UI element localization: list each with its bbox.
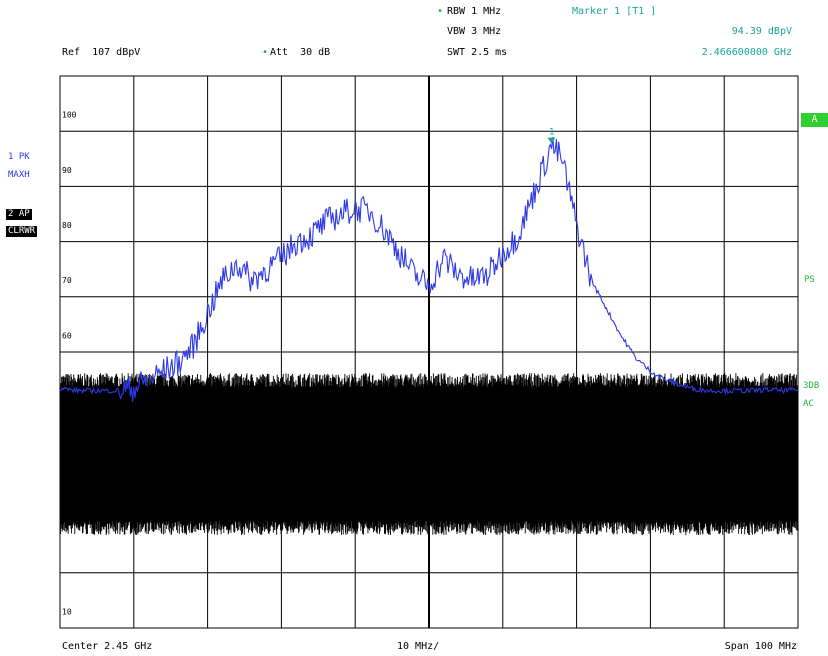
trace2-band (60, 373, 798, 536)
grid (59, 75, 799, 629)
vbw-label: VBW 3 MHz (447, 26, 502, 37)
y-tick-label: 10 (62, 607, 72, 616)
rbw-label: RBW 1 MHz (447, 6, 502, 17)
rbw-coupled-mark: • (437, 6, 444, 17)
sweep-time-label: SWT 2.5 ms (447, 47, 508, 58)
span-label: Span 100 MHz (724, 641, 797, 652)
three-db-label: 3DB (803, 381, 820, 391)
division-label: 10 MHz/ (397, 641, 440, 652)
center-frequency-label: Center 2.45 GHz (62, 641, 153, 652)
y-tick-label: 80 (62, 221, 72, 230)
trace2-detector-label: 2 AP (6, 209, 32, 220)
y-tick-label: 60 (62, 331, 72, 340)
ac-coupling-label: AC (803, 399, 814, 409)
marker-title: Marker 1 [T1 ] (572, 6, 657, 17)
trace2-noise (60, 373, 798, 536)
marker-1: 1 (547, 128, 556, 144)
y-tick-label: 70 (62, 276, 72, 285)
marker-triangle (547, 137, 556, 144)
preset-ps-label: PS (804, 275, 815, 285)
reference-level-label: Ref 107 dBpV (62, 47, 141, 58)
y-tick-label: 90 (62, 166, 72, 175)
trace1-line (59, 136, 799, 402)
y-tick-label: 100 (62, 111, 77, 120)
trace1-mode-label: MAXH (8, 170, 30, 180)
att-coupled-mark: • (262, 47, 269, 58)
marker-frequency: 2.466600000 GHz (701, 47, 792, 58)
attenuation-label: Att 30 dB (270, 47, 331, 58)
marker-level: 94.39 dBpV (731, 26, 792, 37)
trace2-mode-label: CLRWR (6, 226, 38, 237)
marker-label: 1 (549, 128, 554, 138)
trace1-detector-label: 1 PK (8, 152, 30, 162)
trace-a-badge: A (801, 113, 828, 127)
